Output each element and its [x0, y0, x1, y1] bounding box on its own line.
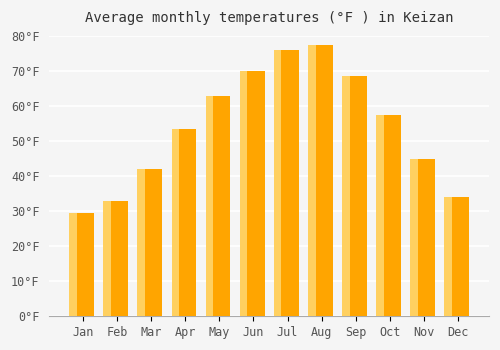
Bar — [138, 169, 145, 316]
Bar — [274, 50, 281, 316]
Bar — [412, 159, 435, 316]
Bar — [308, 45, 316, 316]
Bar — [208, 96, 231, 316]
Bar — [206, 96, 214, 316]
Bar — [410, 159, 418, 316]
Bar — [174, 129, 197, 316]
Bar — [104, 201, 111, 316]
Bar — [378, 115, 401, 316]
Bar — [342, 76, 349, 316]
Bar — [376, 115, 384, 316]
Bar — [242, 71, 264, 316]
Bar — [240, 71, 248, 316]
Title: Average monthly temperatures (°F ) in Keizan: Average monthly temperatures (°F ) in Ke… — [85, 11, 454, 25]
Bar — [344, 76, 366, 316]
Bar — [70, 213, 77, 316]
Bar — [106, 201, 128, 316]
Bar — [172, 129, 179, 316]
Bar — [310, 45, 332, 316]
Bar — [447, 197, 469, 316]
Bar — [72, 213, 94, 316]
Bar — [276, 50, 298, 316]
Bar — [444, 197, 452, 316]
Bar — [140, 169, 162, 316]
